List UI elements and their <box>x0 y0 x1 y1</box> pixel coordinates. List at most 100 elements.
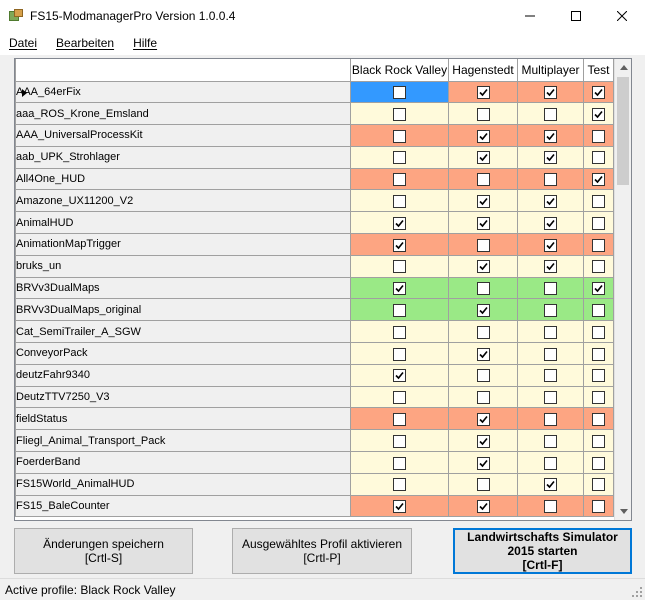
checkbox-multiplayer[interactable] <box>544 86 557 100</box>
checkbox-test[interactable] <box>592 478 605 492</box>
checkbox-test[interactable] <box>592 347 605 361</box>
checkbox-multiplayer[interactable] <box>544 195 557 209</box>
resize-grip-icon[interactable] <box>631 586 643 598</box>
checkbox-hagenstedt[interactable] <box>476 325 490 339</box>
checkbox-multiplayer[interactable] <box>544 325 557 339</box>
table-row[interactable]: FS15World_AnimalHUD <box>15 472 614 496</box>
checkbox-test[interactable] <box>592 173 605 187</box>
start-game-button[interactable]: Landwirtschafts Simulator 2015 starten [… <box>453 528 632 574</box>
checkbox-hagenstedt[interactable] <box>476 107 490 121</box>
checkbox-black-rock-valley[interactable] <box>393 173 406 187</box>
close-button[interactable] <box>599 0 645 31</box>
checkbox-hagenstedt[interactable] <box>476 195 490 209</box>
table-row[interactable]: Cat_SemiTrailer_A_SGW <box>15 320 614 344</box>
checkbox-hagenstedt[interactable] <box>476 238 490 252</box>
table-row[interactable]: fieldStatus <box>15 407 614 431</box>
checkbox-black-rock-valley[interactable] <box>393 304 406 318</box>
mod-name[interactable]: AnimationMapTrigger <box>15 233 351 256</box>
mod-name[interactable]: DeutzTTV7250_V3 <box>15 385 351 409</box>
checkbox-multiplayer[interactable] <box>544 129 557 143</box>
checkbox-multiplayer[interactable] <box>544 456 557 470</box>
checkbox-multiplayer[interactable] <box>544 151 557 165</box>
mod-name[interactable]: All4One_HUD <box>15 167 351 191</box>
checkbox-test[interactable] <box>592 216 605 230</box>
maximize-button[interactable] <box>553 0 599 31</box>
checkbox-hagenstedt[interactable] <box>476 413 490 427</box>
checkbox-black-rock-valley[interactable] <box>393 129 406 143</box>
save-changes-button[interactable]: Änderungen speichern [Crtl-S] <box>14 528 193 574</box>
table-row[interactable]: Amazone_UX11200_V2 <box>15 189 614 213</box>
mod-name[interactable]: Amazone_UX11200_V2 <box>15 189 351 213</box>
table-row[interactable]: aaa_ROS_Krone_Emsland <box>15 102 614 126</box>
table-row[interactable]: aab_UPK_Strohlager <box>15 145 614 169</box>
column-header-black-rock-valley[interactable]: Black Rock Valley <box>350 59 449 82</box>
checkbox-test[interactable] <box>592 434 605 448</box>
checkbox-hagenstedt[interactable] <box>476 260 490 274</box>
mod-name[interactable]: FS15World_AnimalHUD <box>15 472 351 496</box>
checkbox-hagenstedt[interactable] <box>476 282 490 296</box>
checkbox-multiplayer[interactable] <box>544 173 557 187</box>
mod-name[interactable]: AnimalHUD <box>15 211 351 235</box>
mod-name[interactable]: Cat_SemiTrailer_A_SGW <box>15 320 351 344</box>
checkbox-multiplayer[interactable] <box>544 304 557 318</box>
checkbox-test[interactable] <box>592 195 605 209</box>
menu-hilfe[interactable]: Hilfe <box>133 36 158 50</box>
checkbox-multiplayer[interactable] <box>544 347 557 361</box>
checkbox-hagenstedt[interactable] <box>476 391 490 405</box>
checkbox-hagenstedt[interactable] <box>476 478 490 492</box>
checkbox-black-rock-valley[interactable] <box>393 391 406 405</box>
checkbox-multiplayer[interactable] <box>544 413 557 427</box>
checkbox-hagenstedt[interactable] <box>476 456 490 470</box>
table-row[interactable]: AnimalHUD <box>15 211 614 235</box>
checkbox-black-rock-valley[interactable] <box>393 325 406 339</box>
menu-datei[interactable]: Datei <box>9 36 38 50</box>
checkbox-test[interactable] <box>592 151 605 165</box>
mod-name[interactable]: bruks_un <box>15 254 351 278</box>
checkbox-black-rock-valley[interactable] <box>393 151 406 165</box>
checkbox-test[interactable] <box>592 325 605 339</box>
checkbox-hagenstedt[interactable] <box>476 216 490 230</box>
checkbox-test[interactable] <box>592 456 605 470</box>
checkbox-test[interactable] <box>592 282 605 296</box>
table-row[interactable]: All4One_HUD <box>15 167 614 191</box>
checkbox-hagenstedt[interactable] <box>476 129 490 143</box>
table-row[interactable]: BRVv3DualMaps_original <box>15 298 614 322</box>
checkbox-black-rock-valley[interactable] <box>393 216 406 230</box>
checkbox-test[interactable] <box>592 304 605 318</box>
mod-name[interactable]: aab_UPK_Strohlager <box>15 145 351 169</box>
mod-name[interactable]: AAA_64erFix <box>15 80 351 104</box>
scroll-down-icon[interactable] <box>615 503 631 520</box>
mod-name[interactable]: BRVv3DualMaps <box>15 276 351 300</box>
checkbox-test[interactable] <box>592 500 605 514</box>
checkbox-multiplayer[interactable] <box>544 107 557 121</box>
checkbox-black-rock-valley[interactable] <box>393 434 406 448</box>
minimize-button[interactable] <box>507 0 553 31</box>
checkbox-black-rock-valley[interactable] <box>393 195 406 209</box>
table-row[interactable]: AAA_UniversalProcessKit <box>15 124 614 147</box>
table-row[interactable]: DeutzTTV7250_V3 <box>15 385 614 409</box>
checkbox-multiplayer[interactable] <box>544 238 557 252</box>
checkbox-multiplayer[interactable] <box>544 369 557 383</box>
checkbox-test[interactable] <box>592 391 605 405</box>
mod-name[interactable]: ConveyorPack <box>15 342 351 365</box>
checkbox-hagenstedt[interactable] <box>476 173 490 187</box>
checkbox-test[interactable] <box>592 86 605 100</box>
checkbox-black-rock-valley[interactable] <box>393 456 406 470</box>
column-header-hagenstedt[interactable]: Hagenstedt <box>448 59 518 82</box>
mod-name[interactable]: aaa_ROS_Krone_Emsland <box>15 102 351 126</box>
checkbox-black-rock-valley[interactable] <box>393 478 406 492</box>
checkbox-test[interactable] <box>592 238 605 252</box>
table-row[interactable]: deutzFahr9340 <box>15 363 614 387</box>
table-row[interactable]: Fliegl_Animal_Transport_Pack <box>15 429 614 453</box>
table-row[interactable]: AAA_64erFix <box>15 80 614 104</box>
checkbox-hagenstedt[interactable] <box>476 500 490 514</box>
checkbox-test[interactable] <box>592 107 605 121</box>
scroll-thumb[interactable] <box>617 77 629 185</box>
table-row[interactable]: BRVv3DualMaps <box>15 276 614 300</box>
table-row[interactable]: AnimationMapTrigger <box>15 233 614 256</box>
checkbox-black-rock-valley[interactable] <box>393 413 406 427</box>
checkbox-test[interactable] <box>592 260 605 274</box>
mod-name[interactable]: BRVv3DualMaps_original <box>15 298 351 322</box>
mod-name[interactable]: fieldStatus <box>15 407 351 431</box>
menu-bearbeiten[interactable]: Bearbeiten <box>56 36 115 50</box>
